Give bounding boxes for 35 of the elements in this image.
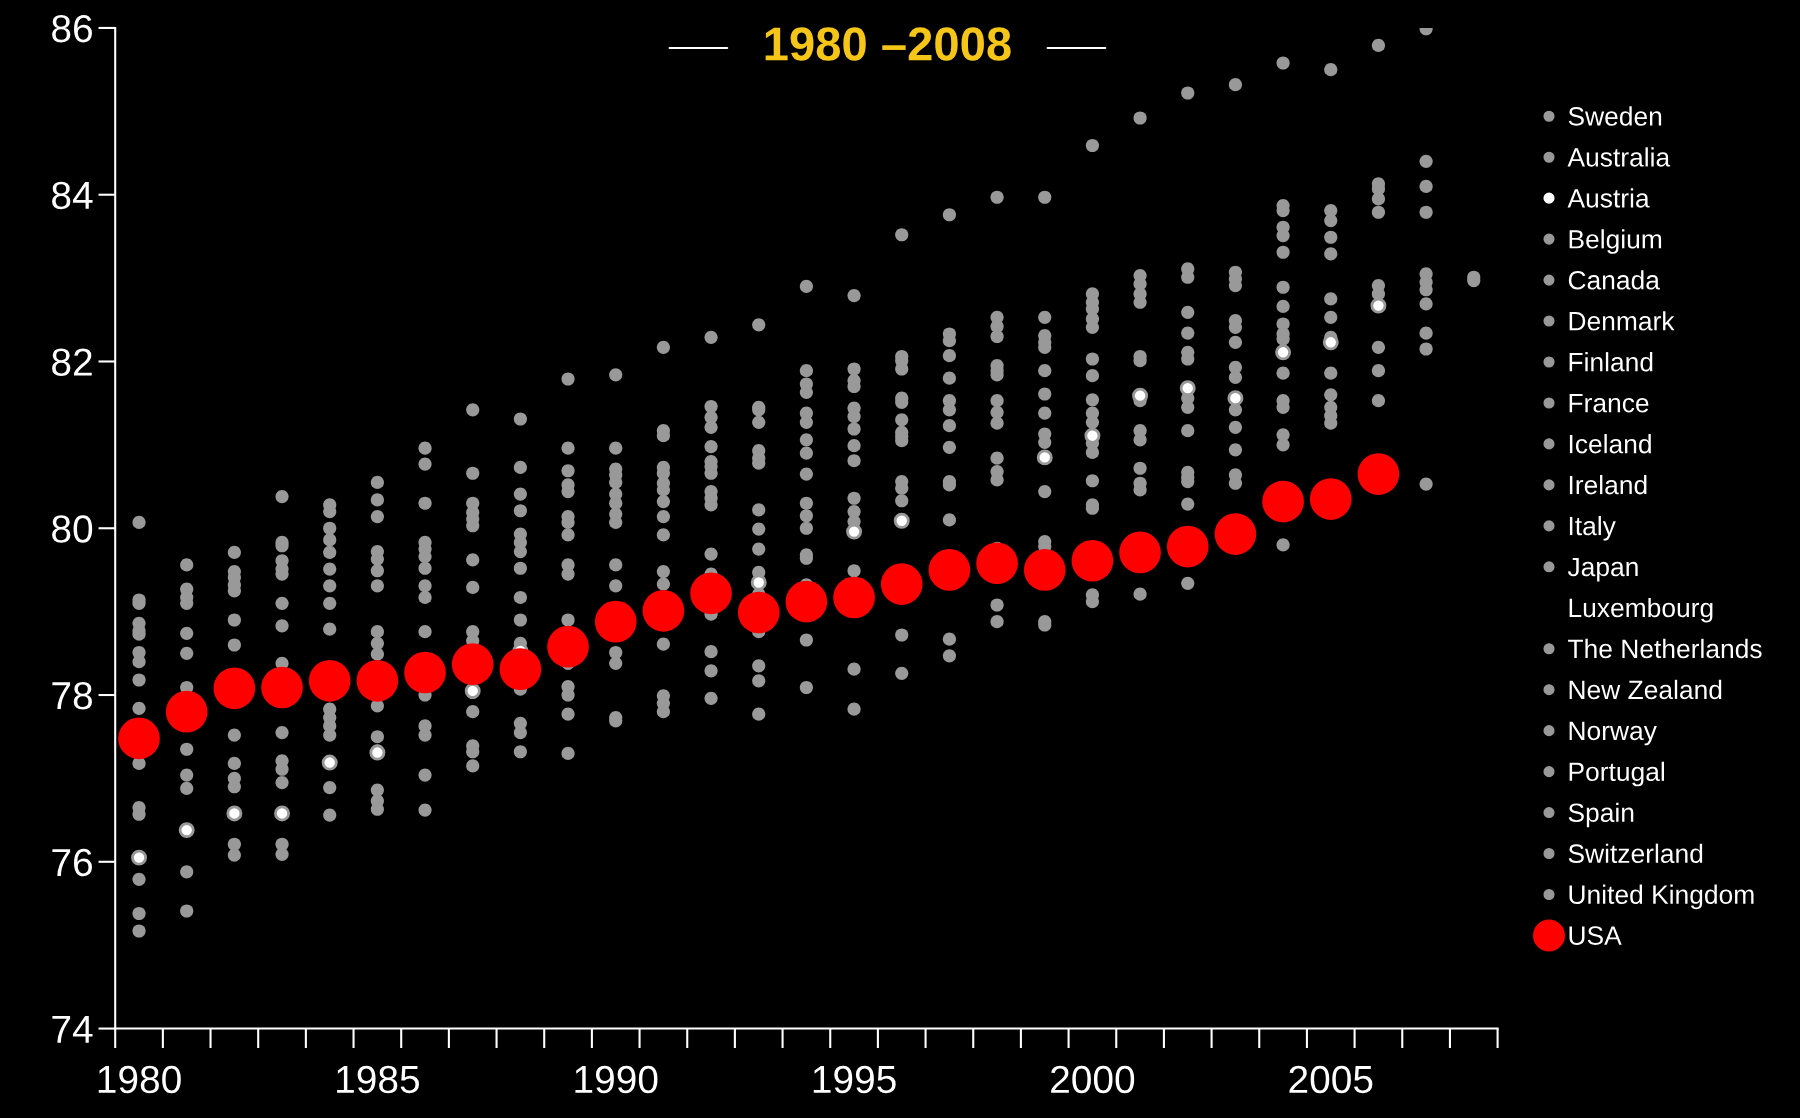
legend-label: Finland xyxy=(1569,352,1653,372)
legend-label: Austria xyxy=(1567,188,1650,208)
legend-label: Switzerland xyxy=(1568,843,1703,864)
legend-label: Japan xyxy=(1567,557,1638,582)
legend-label: Norway xyxy=(1569,721,1657,746)
legend-label: New Zealand xyxy=(1569,679,1722,700)
legend-label: United Kingdom xyxy=(1569,884,1754,910)
legend-label: Iceland xyxy=(1569,434,1651,454)
y-tick-label: 78 xyxy=(52,681,92,710)
x-tick-label: 1990 xyxy=(575,1065,658,1094)
legend-label: Spain xyxy=(1568,802,1634,828)
legend-label: Portugal xyxy=(1569,761,1664,787)
y-tick-label: 80 xyxy=(52,515,93,543)
x-tick-label: 2000 xyxy=(1051,1065,1135,1094)
legend-label: Sweden xyxy=(1568,106,1662,126)
y-tick-label: 84 xyxy=(52,181,93,210)
chart-subtitle: 1980 –2008 xyxy=(765,27,1011,61)
text: Luxembourg xyxy=(1569,597,1713,623)
legend-label: Italy xyxy=(1569,515,1616,541)
legend-label: The Netherlands xyxy=(1568,638,1762,659)
legend-label: Australia xyxy=(1567,147,1671,167)
y-tick-label: 82 xyxy=(52,348,92,376)
legend-label: Denmark xyxy=(1569,311,1675,331)
legend-label: Belgium xyxy=(1569,229,1662,254)
legend-label: Ireland xyxy=(1569,474,1647,495)
y-tick-label: 76 xyxy=(52,848,92,877)
legend-label: USA xyxy=(1569,926,1622,945)
x-tick-label: 1980 xyxy=(98,1065,181,1094)
legend-label: France xyxy=(1569,394,1649,413)
y-tick-label: 74 xyxy=(52,1015,93,1043)
x-tick-label: 1995 xyxy=(813,1065,896,1094)
y-tick-label: 86 xyxy=(52,14,92,43)
x-tick-label: 1985 xyxy=(337,1065,420,1094)
x-tick-label: 2005 xyxy=(1289,1065,1373,1094)
legend-label: Canada xyxy=(1568,270,1660,290)
